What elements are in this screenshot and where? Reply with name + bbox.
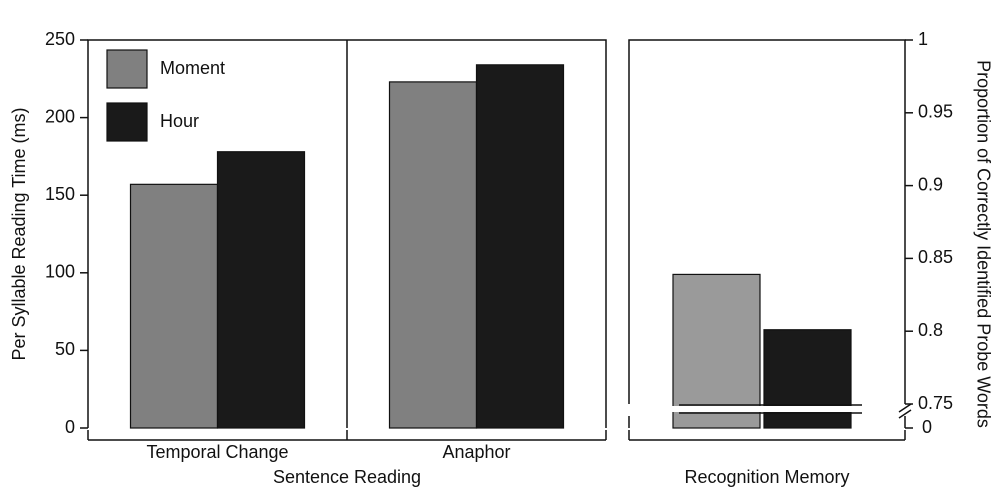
bar <box>388 81 478 429</box>
y-tick-label: 200 <box>45 106 75 126</box>
y2-tick-label: 0.8 <box>918 320 943 340</box>
left-frame <box>87 39 607 428</box>
y2-tick-label: 0.95 <box>918 102 953 122</box>
y-tick-label: 100 <box>45 262 75 282</box>
x-tick-label: Recognition Memory <box>684 467 849 487</box>
y2-tick-label: 1 <box>918 29 928 49</box>
right-frame <box>628 39 906 428</box>
y2-tick-label: 0 <box>922 417 932 437</box>
y-tick-label: 50 <box>55 339 75 359</box>
bar <box>672 273 761 429</box>
x-tick-label: Temporal Change <box>146 442 288 462</box>
legend-swatch <box>106 49 148 89</box>
x-tick-label: Anaphor <box>442 442 510 462</box>
y-tick-label: 250 <box>45 29 75 49</box>
bar <box>475 64 565 429</box>
axis-break-gap <box>670 406 870 412</box>
legend-swatch <box>106 102 148 142</box>
y-tick-label: 0 <box>65 417 75 437</box>
axis-break <box>898 403 912 419</box>
y2-tick-label: 0.9 <box>918 174 943 194</box>
legend-label: Moment <box>160 58 225 78</box>
y2-axis-label: Proportion of Correctly Identified Probe… <box>973 60 993 428</box>
bar <box>216 151 306 429</box>
legend-label: Hour <box>160 111 199 131</box>
x-axis-label: Sentence Reading <box>273 467 421 487</box>
y-tick-label: 150 <box>45 184 75 204</box>
y2-tick-label: 0.85 <box>918 247 953 267</box>
y-axis-label: Per Syllable Reading Time (ms) <box>9 107 29 360</box>
y2-tick-label: 0.75 <box>918 393 953 413</box>
bar <box>129 183 219 429</box>
